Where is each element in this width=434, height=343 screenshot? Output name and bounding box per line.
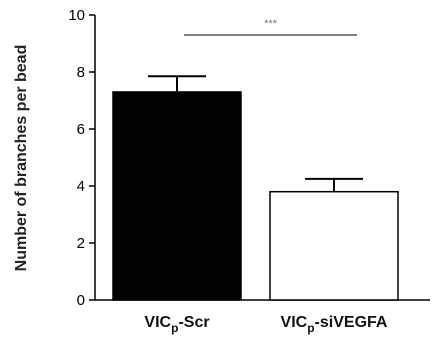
category-label-base: VIC: [281, 314, 308, 331]
bars: [112, 91, 399, 301]
y-tick-label: 10: [68, 7, 85, 24]
category-label-suffix: -Scr: [178, 314, 209, 331]
y-tick-label: 0: [77, 292, 85, 309]
y-axis: 0 2 4 6 8 10: [68, 7, 96, 309]
y-axis-label: Number of branches per bead: [13, 45, 30, 272]
category-label-1: VICp-Scr: [144, 314, 209, 335]
category-label-2: VICp-siVEGFA: [281, 314, 388, 335]
bar-2: [269, 190, 399, 301]
category-label-base: VIC: [144, 314, 171, 331]
y-tick-label: 2: [77, 235, 85, 252]
y-tick-label: 4: [77, 178, 85, 195]
category-labels: VICp-Scr VICp-siVEGFA: [144, 314, 387, 335]
category-label-subscript: p: [307, 321, 314, 335]
error-bars: [148, 75, 363, 192]
category-label-subscript: p: [171, 321, 178, 335]
category-label-suffix: -siVEGFA: [315, 314, 388, 331]
significance-annotation: ***: [184, 18, 357, 36]
bar-1: [112, 91, 242, 301]
y-tick-label: 8: [77, 64, 85, 81]
significance-label: ***: [264, 18, 278, 30]
y-tick-label: 6: [77, 121, 85, 138]
